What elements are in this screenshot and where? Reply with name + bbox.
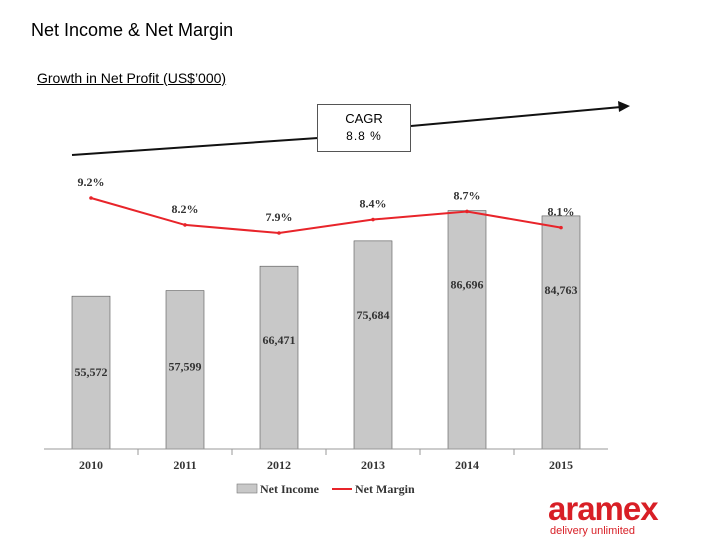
net-margin-label: 7.9% (266, 210, 293, 224)
net-margin-point (277, 231, 281, 235)
cagr-box: CAGR 8.8 % (317, 104, 411, 152)
x-tick-label: 2013 (361, 458, 385, 472)
chart-subtitle: Growth in Net Profit (US$’000) (37, 70, 227, 86)
net-margin-point (183, 223, 187, 227)
net-margin-point (371, 217, 375, 222)
bar-value-label: 75,684 (357, 308, 390, 322)
bar-net-income (353, 240, 393, 450)
net-margin-label: 8.2% (172, 202, 199, 216)
bar-value-label: 84,763 (545, 283, 578, 297)
logo-wordmark: aramex (548, 490, 659, 527)
x-tick-label: 2012 (267, 458, 291, 472)
aramex-logo: aramex delivery unlimited (548, 490, 659, 537)
bar-net-income (259, 265, 299, 450)
x-tick-label: 2014 (455, 458, 479, 472)
net-margin-label: 8.1% (548, 205, 575, 219)
bar-value-label: 66,471 (263, 333, 296, 347)
legend-swatch-net-income (236, 483, 258, 494)
bar-net-income (447, 210, 487, 450)
cagr-arrow-left (71, 137, 319, 156)
net-margin-label: 8.7% (454, 188, 481, 202)
bar-net-income (165, 290, 205, 450)
x-tick-label: 2011 (173, 458, 196, 472)
x-tick-label: 2010 (79, 458, 103, 472)
logo-tagline: delivery unlimited (550, 525, 635, 537)
net-margin-point (89, 196, 93, 200)
bar-value-label: 86,696 (451, 278, 484, 292)
net-margin-label: 9.2% (78, 175, 105, 189)
cagr-value: 8.8 % (346, 129, 382, 143)
legend-label-net-income: Net Income (260, 482, 320, 496)
bar-value-label: 55,572 (75, 365, 108, 379)
legend-label-net-margin: Net Margin (355, 482, 415, 496)
net-margin-label: 8.4% (360, 197, 387, 211)
x-tick-label: 2015 (549, 458, 573, 472)
net-margin-point (465, 209, 469, 214)
net-margin-line (90, 197, 562, 235)
cagr-arrow-head (618, 101, 630, 112)
bar-net-income (541, 215, 581, 450)
cagr-arrow-right (410, 106, 622, 127)
page-title: Net Income & Net Margin (31, 20, 234, 40)
cagr-label: CAGR (345, 111, 383, 126)
bar-value-label: 57,599 (169, 360, 202, 374)
net-margin-point (559, 225, 563, 230)
bar-net-income (71, 295, 111, 450)
